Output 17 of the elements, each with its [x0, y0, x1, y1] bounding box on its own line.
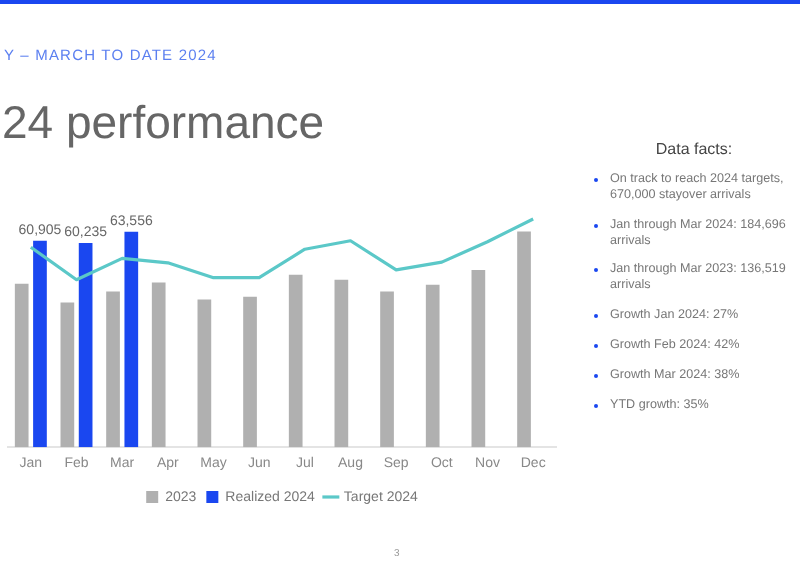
chart-title: 24 performance	[2, 96, 325, 150]
text: Data facts:	[653, 140, 735, 160]
bar	[106, 291, 120, 448]
bar	[60, 302, 75, 448]
bar	[517, 231, 531, 448]
bar	[197, 299, 212, 448]
bar	[124, 231, 139, 448]
bar	[151, 282, 166, 448]
bar	[33, 240, 47, 448]
bar	[14, 283, 29, 448]
bar	[334, 279, 349, 448]
bar	[243, 296, 257, 448]
bar	[425, 284, 440, 448]
bar	[471, 269, 486, 448]
bar	[380, 291, 394, 448]
bar	[78, 243, 93, 448]
bar	[288, 274, 303, 448]
